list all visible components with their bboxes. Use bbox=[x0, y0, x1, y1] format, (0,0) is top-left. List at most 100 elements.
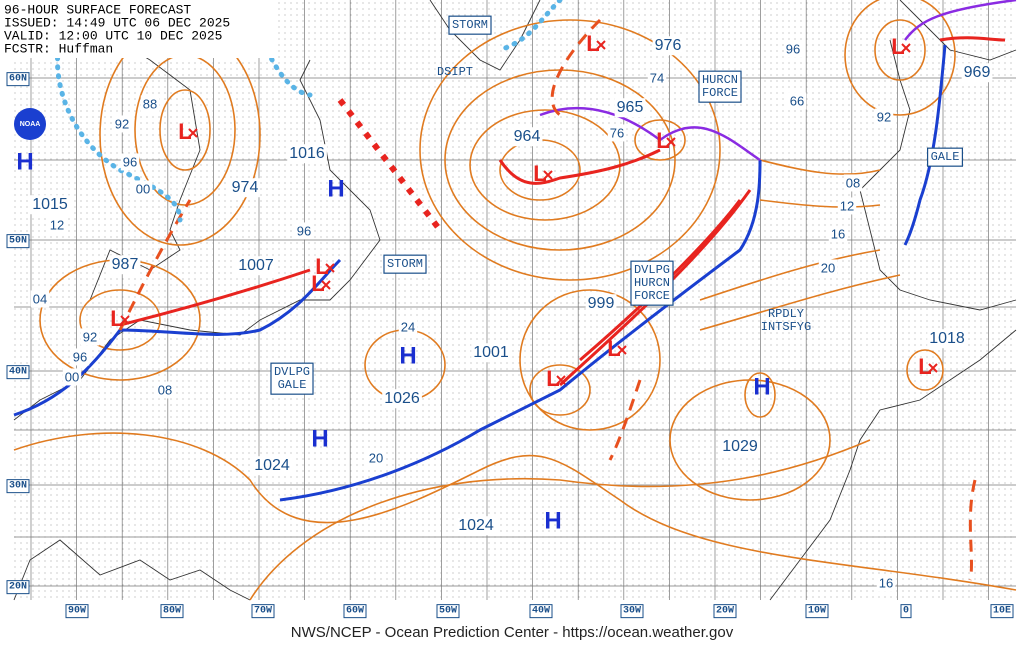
pressure-label: 76 bbox=[610, 125, 624, 140]
warning-box bbox=[383, 254, 427, 274]
low-x bbox=[188, 128, 198, 138]
pressure-label-box bbox=[366, 449, 386, 467]
warning: STORM bbox=[383, 254, 427, 274]
pressure-label-box bbox=[876, 574, 896, 592]
pressure-label: 08 bbox=[158, 382, 172, 397]
pressure-label: 16 bbox=[879, 575, 893, 590]
pressure-label-box bbox=[471, 343, 511, 363]
pressure-label: 74 bbox=[650, 70, 664, 85]
pressure-label-box bbox=[294, 222, 314, 240]
warning-line: GALE bbox=[278, 378, 307, 392]
lon-label: 50W bbox=[439, 606, 457, 617]
pressure-label-box bbox=[828, 225, 848, 243]
warning-line: STORM bbox=[387, 257, 423, 271]
pressure-label: 96 bbox=[297, 223, 311, 238]
header-line: FCSTR: Huffman bbox=[4, 41, 113, 56]
footer: NWS/NCEP - Ocean Prediction Center - htt… bbox=[291, 624, 734, 641]
low-center: L bbox=[918, 354, 931, 379]
low-center: L bbox=[607, 336, 620, 361]
pressure-label: 999 bbox=[588, 295, 615, 312]
logo-text: NOAA bbox=[20, 121, 41, 128]
lon-label-box bbox=[713, 604, 737, 619]
pressure-label: 1001 bbox=[473, 344, 509, 361]
low-x bbox=[901, 43, 911, 53]
pressure-label-box bbox=[511, 127, 543, 147]
pressure-label: 16 bbox=[831, 226, 845, 241]
pressure-label: 965 bbox=[617, 99, 644, 116]
pressure-label: 92 bbox=[83, 329, 97, 344]
warning: GALE bbox=[926, 147, 964, 167]
lat-label: 20N bbox=[9, 582, 27, 593]
pressure-label-box bbox=[647, 69, 667, 87]
low-x bbox=[928, 363, 938, 373]
pressure-label: 969 bbox=[964, 64, 991, 81]
pressure-label: 1026 bbox=[384, 390, 420, 407]
pressure-label: 96 bbox=[786, 41, 800, 56]
high-center: H bbox=[544, 507, 561, 534]
pressure-label: 92 bbox=[877, 109, 891, 124]
lat-label: 30N bbox=[9, 481, 27, 492]
pressure-label: 20 bbox=[821, 260, 835, 275]
pressure-label: 92 bbox=[115, 116, 129, 131]
pressure-label-box bbox=[398, 318, 418, 336]
pressure-label: 66 bbox=[790, 93, 804, 108]
map-background bbox=[14, 0, 1016, 600]
lon-label: 90W bbox=[68, 606, 86, 617]
low-x bbox=[321, 280, 331, 290]
lon-label: 30W bbox=[623, 606, 641, 617]
high-center: H bbox=[16, 148, 33, 175]
lon-label: 20W bbox=[716, 606, 734, 617]
pressure-label-box bbox=[456, 516, 496, 536]
pressure-label: 04 bbox=[33, 291, 47, 306]
low-center: L bbox=[315, 254, 328, 279]
lat-label-box bbox=[6, 479, 30, 494]
low-x bbox=[120, 315, 130, 325]
pressure-label: 08 bbox=[846, 175, 860, 190]
lon-label-box bbox=[620, 604, 644, 619]
lon-label-box bbox=[990, 604, 1014, 619]
pressure-label-box bbox=[47, 216, 67, 234]
pressure-label-box bbox=[229, 178, 261, 198]
pressure-label: 00 bbox=[136, 181, 150, 196]
warning: STORM bbox=[448, 15, 492, 35]
pressure-label-box bbox=[252, 456, 292, 476]
high-center: H bbox=[753, 373, 770, 400]
warning-line: FORCE bbox=[634, 289, 670, 303]
high-center: H bbox=[327, 175, 344, 202]
low-x bbox=[325, 263, 335, 273]
lat-label: 60N bbox=[9, 74, 27, 85]
pressure-label: 1015 bbox=[32, 196, 68, 213]
warning-line: HURCN bbox=[702, 73, 738, 87]
noaa-logo bbox=[14, 108, 46, 140]
pressure-label: 1024 bbox=[254, 457, 290, 474]
warning-line: DVLPG bbox=[274, 365, 310, 379]
pressure-label-box bbox=[607, 124, 627, 142]
pressure-label-box bbox=[133, 180, 153, 198]
pressure-label-box bbox=[961, 63, 993, 83]
pressure-label-box bbox=[787, 92, 807, 110]
low-center: L bbox=[586, 31, 599, 56]
header-line: VALID: 12:00 UTC 10 DEC 2025 bbox=[4, 28, 222, 43]
pressure-label-box bbox=[843, 174, 863, 192]
pressure-label: 96 bbox=[123, 154, 137, 169]
pressure-label-box bbox=[287, 144, 327, 164]
pressure-label-box bbox=[585, 294, 617, 314]
pressure-label-box bbox=[236, 256, 276, 276]
low-center: L bbox=[891, 34, 904, 59]
note: INTSFYG bbox=[761, 320, 811, 334]
pressure-label-box bbox=[112, 115, 132, 133]
low-center: L bbox=[546, 366, 559, 391]
lon-label: 40W bbox=[532, 606, 550, 617]
low-center: L bbox=[656, 128, 669, 153]
lon-label-box bbox=[343, 604, 367, 619]
low-center: L bbox=[178, 119, 191, 144]
pressure-label-box bbox=[140, 95, 160, 113]
lon-label: 10E bbox=[993, 606, 1011, 617]
pressure-label: 987 bbox=[112, 256, 139, 273]
low-center: L bbox=[533, 161, 546, 186]
header-box bbox=[0, 0, 275, 58]
